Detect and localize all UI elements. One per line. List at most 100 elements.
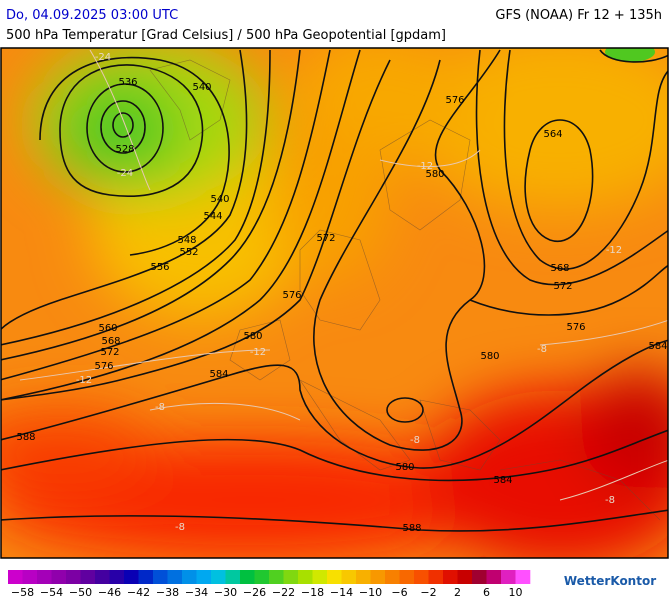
colorbar-swatch: [66, 570, 81, 584]
colorbar-swatch: [95, 570, 110, 584]
geopotential-label: 568: [550, 263, 569, 274]
geopotential-label: 540: [210, 194, 229, 205]
colorbar-swatch: [22, 570, 38, 584]
subtitle: 500 hPa Temperatur [Grad Celsius] / 500 …: [6, 28, 446, 43]
colorbar-label: −30: [214, 586, 237, 599]
colorbar-swatch: [370, 570, 386, 584]
colorbar-swatch: [283, 570, 299, 584]
colorbar-swatch: [211, 570, 226, 584]
colorbar-label: −34: [185, 586, 208, 599]
geopotential-label: 576: [94, 361, 113, 372]
colorbar-swatch: [472, 570, 487, 584]
colorbar-label: −6: [391, 586, 407, 599]
geopotential-label: 564: [543, 129, 562, 140]
colorbar-label: −2: [420, 586, 436, 599]
temperature-labels: -24 -24 -12 -12 -12 -12 -8 -8 -8 -8 -8: [76, 52, 622, 533]
colorbar-label: −14: [330, 586, 353, 599]
colorbar-swatch: [109, 570, 125, 584]
geopotential-labels: 536 5405285405445485525565605685725765805…: [16, 77, 667, 534]
colorbar-label: −54: [40, 586, 63, 599]
temperature-label: -8: [605, 495, 615, 506]
datetime: Do, 04.09.2025 03:00 UTC: [6, 8, 178, 23]
geopotential-label: 580: [395, 462, 414, 473]
geopotential-label: 572: [316, 233, 335, 244]
colorbar-label: −10: [359, 586, 382, 599]
map-frame: [0, 47, 669, 559]
colorbar: −58 −54 −50 −46 −42 −38 −34 −30 −26 −22 −18 −14 −10−…: [8, 570, 531, 599]
colorbar-swatch: [196, 570, 212, 584]
colorbar-label: −50: [69, 586, 92, 599]
colorbar-swatch: [298, 570, 313, 584]
colorbar-label: 6: [483, 586, 490, 599]
colorbar-swatch: [8, 570, 23, 584]
colorbar-swatch: [399, 570, 415, 584]
colorbar-label: 2: [454, 586, 461, 599]
colorbar-swatch: [80, 570, 96, 584]
colorbar-label: −22: [272, 586, 295, 599]
geopotential-label: 552: [179, 247, 198, 258]
temperature-label: -24: [95, 52, 111, 63]
colorbar-swatch: [443, 570, 458, 584]
geopotential-label: 556: [150, 262, 169, 273]
colorbar-swatch: [515, 570, 531, 584]
temperature-label: -12: [606, 245, 622, 256]
colorbar-swatch: [138, 570, 154, 584]
temperature-label: -8: [410, 435, 420, 446]
geopotential-label: 560: [98, 323, 117, 334]
geopotential-label: 576: [566, 322, 585, 333]
colorbar-swatch: [182, 570, 197, 584]
colorbar-label: −46: [98, 586, 121, 599]
colorbar-label: −38: [156, 586, 179, 599]
colorbar-swatch: [428, 570, 444, 584]
geopotential-label: 528: [115, 144, 134, 155]
geopotential-label: 540: [192, 82, 211, 93]
map: 536 5405285405445485525565605685725765805…: [1, 48, 668, 558]
colorbar-swatch: [501, 570, 516, 584]
geopotential-label: 580: [480, 351, 499, 362]
geopotential-label: 588: [16, 432, 35, 443]
geopotential-label: 548: [177, 235, 196, 246]
colorbar-swatch: [240, 570, 255, 584]
temperature-label: -8: [175, 522, 185, 533]
geopotential-label: 584: [493, 475, 512, 486]
geopotential-label: 536: [118, 77, 137, 88]
colorbar-swatch: [167, 570, 183, 584]
colorbar-swatch: [341, 570, 357, 584]
temperature-label: -12: [417, 161, 433, 172]
colorbar-swatch: [385, 570, 400, 584]
colorbar-swatch: [486, 570, 502, 584]
temperature-label: -12: [250, 347, 266, 358]
geopotential-label: 580: [243, 331, 262, 342]
colorbar-swatch: [457, 570, 473, 584]
geopotential-label: 572: [553, 281, 572, 292]
temperature-label: -24: [117, 168, 133, 179]
temperature-label: -8: [537, 344, 547, 355]
colorbar-swatch: [254, 570, 270, 584]
geopotential-label: 580: [425, 169, 444, 180]
colorbar-label: 10: [509, 586, 523, 599]
logo: WetterKontor: [564, 574, 656, 588]
geopotential-label: 568: [101, 336, 120, 347]
colorbar-swatch: [51, 570, 67, 584]
geopotential-label: 588: [402, 523, 421, 534]
colorbar-swatch: [269, 570, 284, 584]
colorbar-label: −26: [243, 586, 266, 599]
colorbar-swatch: [414, 570, 429, 584]
colorbar-label: −58: [11, 586, 34, 599]
geopotential-label: 572: [100, 347, 119, 358]
model-run: GFS (NOAA) Fr 12 + 135h: [495, 8, 662, 23]
colorbar-swatch: [153, 570, 168, 584]
geopotential-label: 584: [648, 341, 667, 352]
temperature-label: -8: [155, 402, 165, 413]
colorbar-swatch: [312, 570, 328, 584]
geopotential-label: 544: [203, 211, 222, 222]
colorbar-label: −42: [127, 586, 150, 599]
geopotential-label: 584: [209, 369, 228, 380]
colorbar-swatch: [124, 570, 139, 584]
geopotential-label: 576: [282, 290, 301, 301]
colorbar-label: −18: [301, 586, 324, 599]
temperature-label: -12: [76, 375, 92, 386]
geopotential-label: 576: [445, 95, 464, 106]
colorbar-swatch: [327, 570, 342, 584]
